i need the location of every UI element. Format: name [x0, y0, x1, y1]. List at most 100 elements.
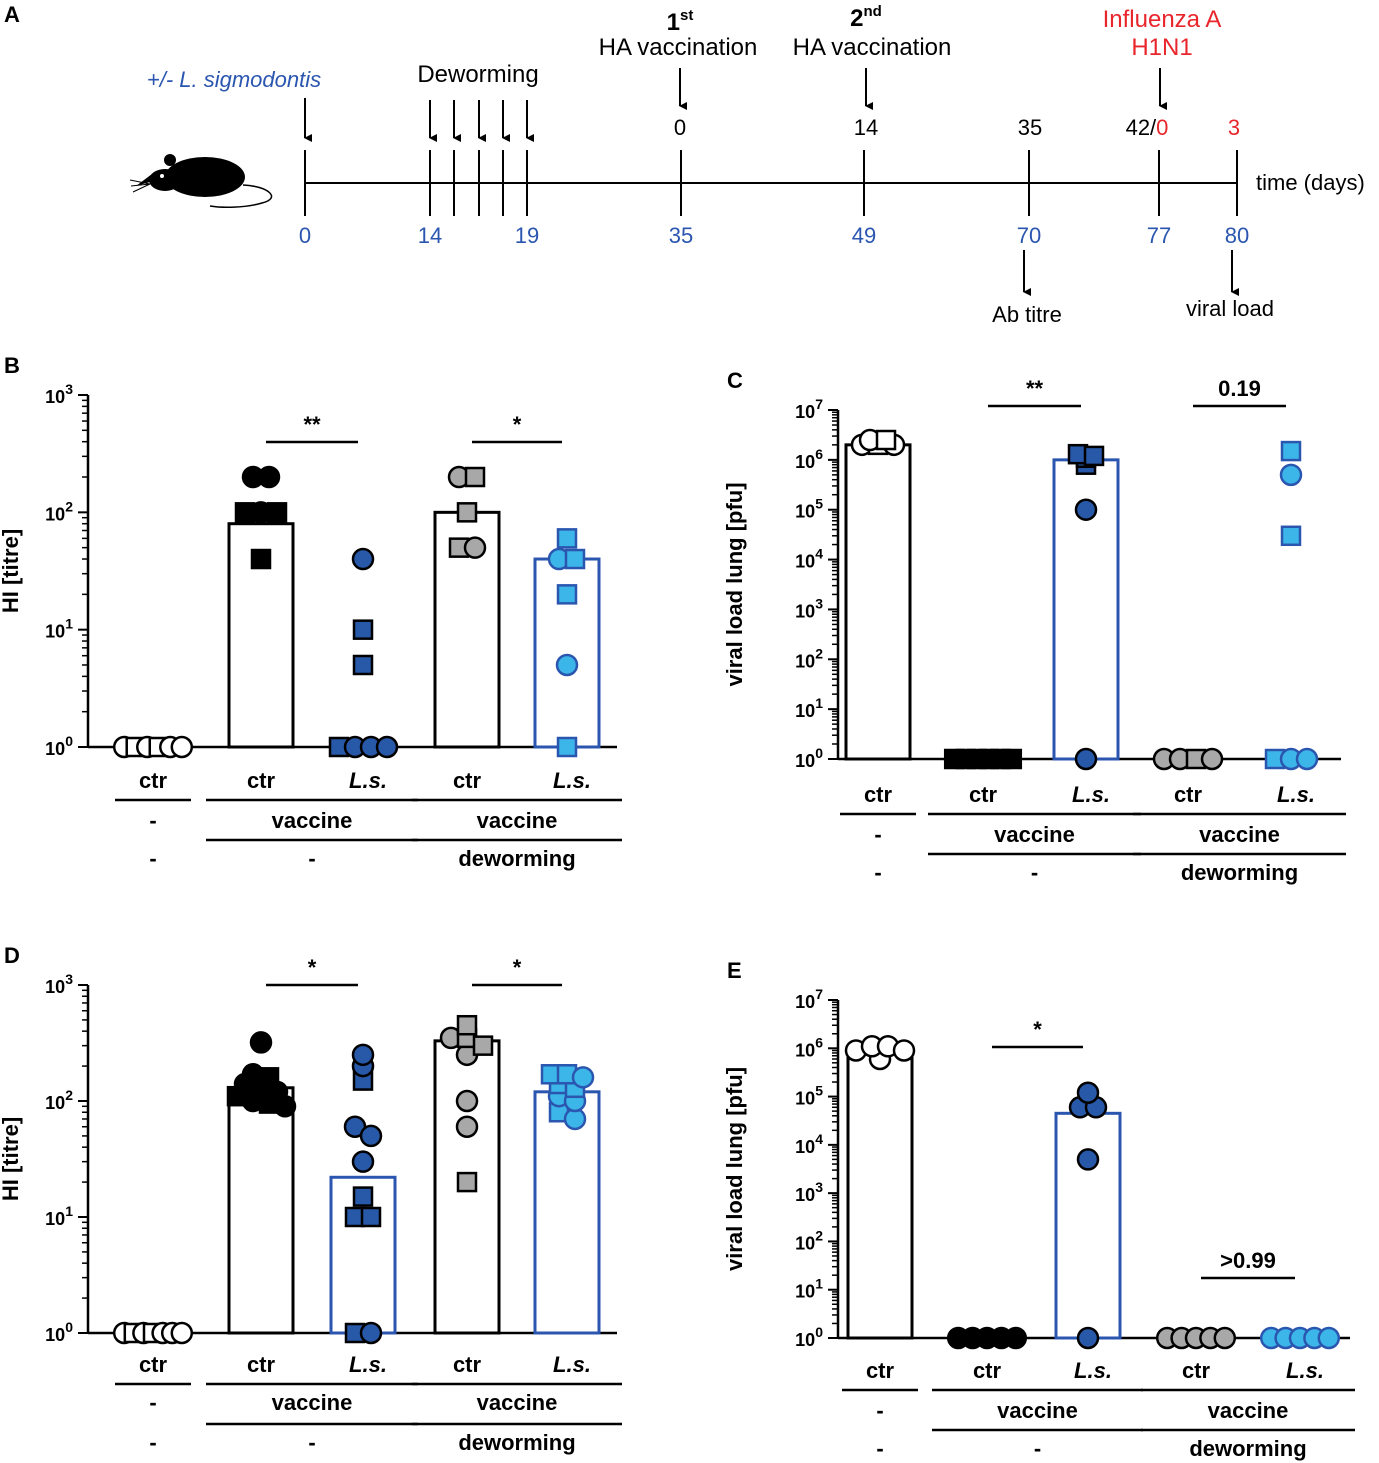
data-point	[1074, 498, 1098, 521]
data-point	[556, 584, 578, 605]
data-point	[360, 1206, 382, 1228]
treatment-row2: -	[149, 846, 156, 871]
significance-label: *	[308, 955, 317, 980]
group-label: L.s.	[1286, 1358, 1324, 1383]
treatment-row1: vaccine	[477, 1390, 558, 1415]
y-tick-label: 104	[795, 546, 823, 572]
y-tick-label: 103	[795, 1179, 823, 1205]
data-point	[464, 466, 486, 488]
data-point	[555, 653, 579, 677]
data-point	[250, 548, 272, 570]
group-label: ctr	[1182, 1358, 1211, 1383]
y-tick-label: 103	[45, 971, 73, 997]
y-tick-label: 101	[45, 616, 73, 642]
panel-label: D	[4, 943, 20, 968]
timeline-day-label: 35	[669, 223, 693, 248]
group-label: L.s.	[553, 768, 591, 793]
timeline-day-label: 80	[1225, 223, 1249, 248]
treatment-row2: -	[308, 1430, 315, 1455]
data-point	[1001, 748, 1023, 770]
y-tick-label: 103	[795, 595, 823, 621]
group-label: L.s.	[1277, 782, 1315, 807]
group-label: ctr	[247, 1352, 276, 1377]
ab-titre-label: Ab titre	[992, 302, 1062, 327]
data-point	[1200, 747, 1224, 771]
treatment-row2: deworming	[1189, 1436, 1306, 1461]
data-point	[1213, 1326, 1237, 1350]
data-point	[556, 736, 578, 758]
treatment-row1: vaccine	[997, 1398, 1078, 1423]
data-point	[351, 547, 375, 571]
bar	[1054, 1111, 1122, 1340]
data-point	[1076, 1148, 1100, 1171]
treatment-row1: -	[149, 1390, 156, 1415]
data-point	[266, 502, 288, 523]
treatment-row2: -	[149, 1430, 156, 1455]
significance-label: >0.99	[1220, 1248, 1276, 1273]
vaccination-1-label: HA vaccination	[599, 34, 758, 61]
time-axis-label: time (days)	[1256, 170, 1365, 195]
bar	[227, 522, 295, 749]
treatment-row1: vaccine	[272, 808, 353, 833]
y-tick-label: 107	[795, 986, 823, 1012]
y-tick-label: 101	[795, 695, 823, 721]
panel-e-viral-load: E 107 106 105 104 103 102 101 100 viral load lung…	[722, 958, 1355, 1461]
y-tick-label: 100	[795, 1324, 823, 1350]
timeline-day-label: 14	[418, 223, 442, 248]
challenge-label-1: Influenza A	[1103, 6, 1222, 33]
group-label: ctr	[453, 1352, 482, 1377]
data-point	[375, 735, 399, 759]
data-point	[352, 654, 374, 676]
vaccination-2-day: 14	[854, 115, 878, 140]
data-point	[257, 465, 281, 489]
timeline-panel: A 0 14 19 35 49 70 77 80 +/- L. sigmodontis Dew…	[4, 2, 1365, 327]
challenge-day-label: 42/0	[1126, 115, 1169, 140]
y-tick-label: 102	[795, 1227, 823, 1253]
mouse-icon	[129, 154, 273, 208]
y-tick-label: 104	[795, 1131, 823, 1157]
y-axis-label: viral load lung [pfu]	[722, 1067, 747, 1271]
group-label: L.s.	[349, 768, 387, 793]
group-label: L.s.	[1074, 1358, 1112, 1383]
treatment-row1: vaccine	[1199, 822, 1280, 847]
treatment-row1: vaccine	[272, 1390, 353, 1415]
panel-label: B	[4, 353, 20, 378]
treatment-row2: deworming	[458, 1430, 575, 1455]
group-label: ctr	[864, 782, 893, 807]
treatment-row1: -	[876, 1398, 883, 1423]
data-point	[1076, 1081, 1100, 1104]
treatment-row2: deworming	[458, 846, 575, 871]
panel-label: C	[727, 368, 743, 393]
y-tick-label: 100	[45, 733, 73, 759]
timeline-day-label: 19	[515, 223, 539, 248]
timeline-day-label: 77	[1147, 223, 1171, 248]
data-point	[1074, 747, 1098, 771]
data-point	[1280, 440, 1302, 462]
y-tick-label: 100	[45, 1319, 73, 1345]
data-point	[170, 1321, 194, 1345]
challenge-label-2: H1N1	[1131, 34, 1192, 61]
group-label: ctr	[453, 768, 482, 793]
y-tick-label: 102	[795, 645, 823, 671]
panel-label-a: A	[4, 2, 20, 27]
significance-label: 0.19	[1218, 376, 1261, 401]
panel-d-hi-titre: D 103 102 101 100 HI [titre] ctr ctr L.s. ctr L.s.…	[0, 943, 622, 1455]
timeline-day-label: 49	[852, 223, 876, 248]
y-axis-label: viral load lung [pfu]	[722, 482, 747, 686]
deworming-label: Deworming	[417, 61, 538, 88]
treatment-row2: -	[874, 860, 881, 885]
significance-label: **	[303, 412, 321, 437]
data-point	[456, 1014, 478, 1036]
day-35-label: 35	[1018, 115, 1042, 140]
data-point	[556, 528, 578, 549]
data-point	[352, 1186, 374, 1207]
data-point	[352, 619, 374, 640]
group-label: ctr	[139, 1352, 168, 1377]
y-tick-label: 107	[795, 396, 823, 422]
y-tick-label: 103	[45, 381, 73, 407]
group-label: ctr	[139, 768, 168, 793]
data-point	[456, 502, 478, 523]
significance-label: **	[1026, 376, 1044, 401]
panel-b-hi-titre: B 103 102 101 100 HI [titre] ctr ctr L.s. ctr L.s.…	[0, 353, 622, 871]
treatment-row2: deworming	[1181, 860, 1298, 885]
